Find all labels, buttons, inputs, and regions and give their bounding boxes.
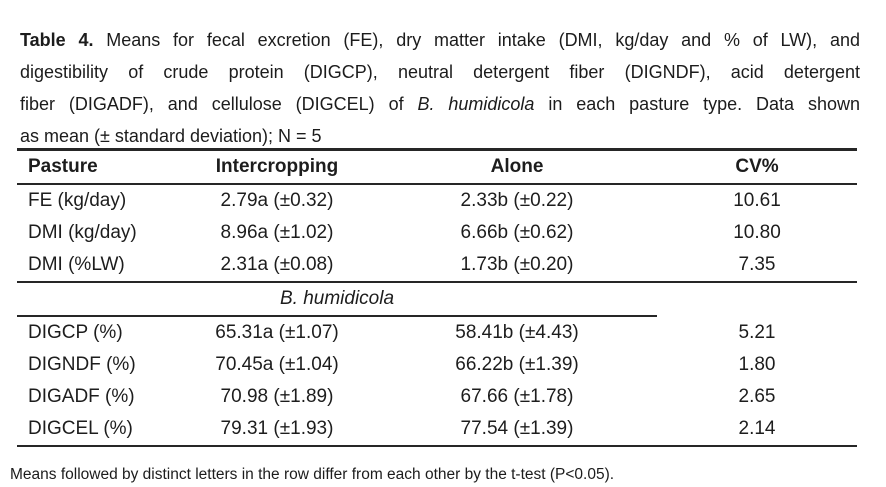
section-header-row: B. humidicola [17, 282, 857, 317]
row-label: DMI (kg/day) [28, 222, 137, 243]
table-header: Pasture Intercropping Alone CV% [17, 150, 857, 184]
header-row: Pasture Intercropping Alone CV% [17, 150, 857, 184]
table-row-fe: FE (kg/day) 2.79a (±0.32) 2.33b (±0.22) … [17, 184, 857, 217]
value-intercropping: 70.98 (±1.89) [220, 386, 334, 407]
row-label: DMI (%LW) [28, 254, 125, 275]
value-alone: 67.66 (±1.78) [460, 386, 574, 407]
table-row-digndf: DIGNDF (%) 70.45a (±1.04) 66.22b (±1.39)… [17, 349, 857, 381]
caption-line-2-text: digestibility of crude protein (DIGCP), … [20, 62, 860, 82]
header-intercropping: Intercropping [215, 156, 339, 177]
value-alone: 58.41b (±4.43) [455, 322, 579, 343]
header-cv: CV% [735, 156, 779, 177]
caption-species-name: B. humidicola [417, 94, 535, 114]
caption-line-3: fiber (DIGADF), and cellulose (DIGCEL) o… [20, 88, 860, 120]
value-cv: 1.80 [738, 354, 776, 375]
value-cv: 2.14 [738, 418, 776, 439]
table-body: FE (kg/day) 2.79a (±0.32) 2.33b (±0.22) … [17, 184, 857, 446]
table-row-dmi-kg: DMI (kg/day) 8.96a (±1.02) 6.66b (±0.62)… [17, 217, 857, 249]
value-alone: 6.66b (±0.62) [460, 222, 574, 243]
table-row-digcel: DIGCEL (%) 79.31 (±1.93) 77.54 (±1.39) 2… [17, 413, 857, 446]
table-row-dmi-lw: DMI (%LW) 2.31a (±0.08) 1.73b (±0.20) 7.… [17, 249, 857, 282]
means-table: Pasture Intercropping Alone CV% FE (kg/d… [17, 148, 857, 447]
value-intercropping: 2.31a (±0.08) [220, 254, 334, 275]
caption-line-1-text: Means for fecal excretion (FE), dry matt… [93, 30, 860, 50]
value-cv: 5.21 [738, 321, 776, 343]
value-alone: 66.22b (±1.39) [455, 354, 579, 375]
value-alone: 77.54 (±1.39) [460, 418, 574, 439]
value-alone: 1.73b (±0.20) [460, 254, 574, 275]
section-label-species: B. humidicola [17, 282, 657, 317]
value-alone: 2.33b (±0.22) [460, 190, 574, 211]
table-row-digcp: DIGCP (%) 65.31a (±1.07) 58.41b (±4.43) … [17, 316, 857, 349]
value-intercropping: 2.79a (±0.32) [220, 190, 334, 211]
caption-line-4-text: as mean (± standard deviation); N = 5 [20, 126, 322, 146]
header-pasture: Pasture [28, 156, 98, 177]
row-label: DIGCEL (%) [28, 418, 133, 439]
table-caption: Table 4. Means for fecal excretion (FE),… [20, 24, 860, 152]
value-intercropping: 79.31 (±1.93) [220, 418, 334, 439]
header-alone: Alone [490, 156, 544, 177]
caption-line-1: Table 4. Means for fecal excretion (FE),… [20, 24, 860, 56]
caption-line-2: digestibility of crude protein (DIGCP), … [20, 56, 860, 88]
caption-line-3-post: in each pasture type. Data shown [534, 94, 860, 114]
section-spacer-cell [657, 282, 857, 316]
value-cv: 10.61 [733, 190, 781, 211]
value-intercropping: 8.96a (±1.02) [220, 222, 334, 243]
value-cv: 10.80 [733, 222, 781, 243]
row-label: DIGNDF (%) [28, 354, 136, 375]
caption-line-4: as mean (± standard deviation); N = 5 [20, 120, 860, 152]
value-cv: 7.35 [738, 254, 776, 275]
table-footnote: Means followed by distinct letters in th… [10, 465, 615, 483]
value-intercropping: 70.45a (±1.04) [215, 354, 339, 375]
value-cv: 2.65 [738, 386, 776, 407]
table-row-digadf: DIGADF (%) 70.98 (±1.89) 67.66 (±1.78) 2… [17, 381, 857, 413]
row-label: DIGADF (%) [28, 386, 135, 407]
caption-table-number: Table 4. [20, 30, 94, 50]
row-label: FE (kg/day) [28, 190, 127, 211]
caption-line-3-pre: fiber (DIGADF), and cellulose (DIGCEL) o… [20, 94, 418, 114]
row-label: DIGCP (%) [28, 322, 123, 343]
value-intercropping: 65.31a (±1.07) [215, 322, 339, 343]
